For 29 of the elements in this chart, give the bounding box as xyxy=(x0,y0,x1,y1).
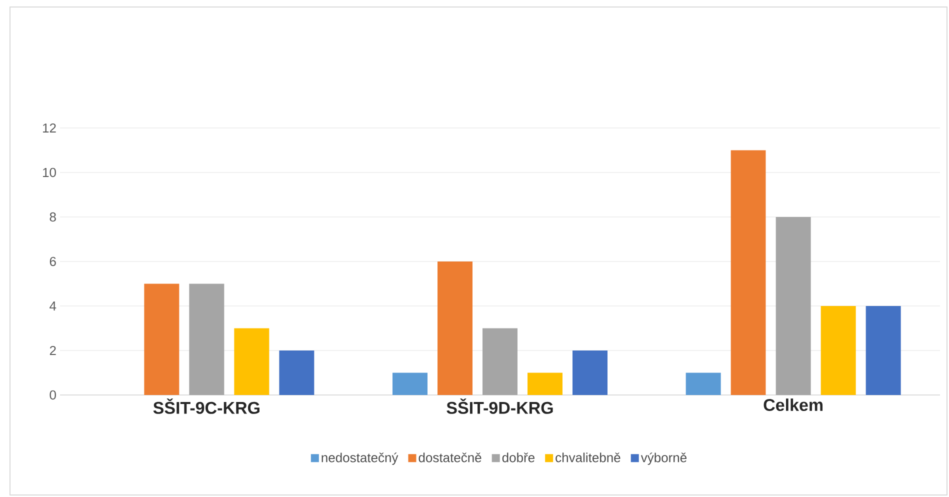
bar xyxy=(189,284,224,395)
bar xyxy=(144,284,180,395)
legend-label: dostatečně xyxy=(418,452,482,462)
y-tick-label: 8 xyxy=(50,212,56,222)
bar xyxy=(438,261,473,395)
bar xyxy=(234,328,270,395)
y-tick-label: 10 xyxy=(43,168,56,178)
bar xyxy=(866,306,901,395)
legend-label: nedostatečný xyxy=(322,452,398,465)
x-tick-label: Celkem xyxy=(764,398,823,412)
legend-label: chvalitebně xyxy=(556,452,620,462)
bar xyxy=(392,372,428,395)
legend-label: dobře xyxy=(502,452,534,462)
bar xyxy=(776,216,811,395)
x-tick-label: SŠIT-9D-KRG xyxy=(446,398,553,414)
y-tick-label: 6 xyxy=(50,256,56,266)
bar xyxy=(528,372,563,395)
bar xyxy=(686,372,721,395)
y-tick-label: 12 xyxy=(43,123,56,133)
y-tick-label: 2 xyxy=(50,346,56,356)
x-tick-label: SŠIT-9C-KRG xyxy=(153,398,260,414)
y-tick-label: 4 xyxy=(50,302,56,310)
bar xyxy=(820,306,856,395)
bar xyxy=(730,150,766,395)
y-tick-label: 0 xyxy=(50,390,56,400)
bar xyxy=(482,328,518,395)
bar xyxy=(572,350,608,395)
bar xyxy=(279,350,314,395)
legend-label: výborně xyxy=(640,452,687,465)
